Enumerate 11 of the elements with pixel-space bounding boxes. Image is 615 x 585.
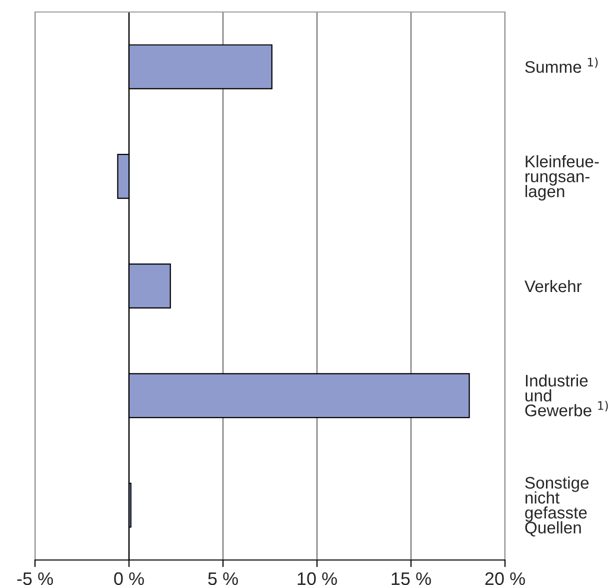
y-tick-label: Kleinfeue- rungsan- lagen	[526, 155, 599, 201]
x-tick-label: 10 %	[298, 572, 337, 585]
y-tick-label: Summe $^{1)}$	[525, 58, 598, 73]
x-tick-label: 0 %	[114, 572, 144, 585]
y-tick-label: Industrie und Gewerbe $^{1)}$	[525, 374, 608, 416]
x-tick-label: 5 %	[208, 572, 238, 585]
x-tick-label: 20 %	[485, 572, 525, 585]
x-tick-label: 15 %	[392, 572, 431, 585]
y-tick-label: Sonstige nicht gefasste Quellen	[525, 476, 589, 536]
x-tick-label: -5 %	[17, 572, 53, 585]
y-tick-label: Verkehr	[524, 280, 582, 292]
